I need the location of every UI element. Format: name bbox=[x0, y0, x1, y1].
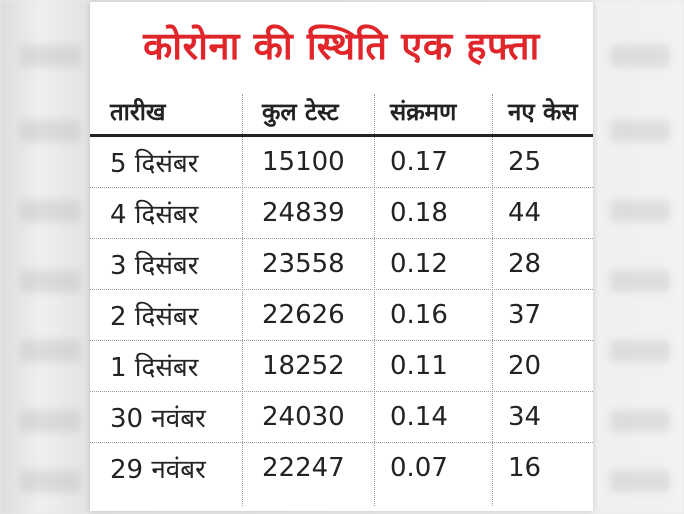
table-row: 1 दिसंबर 18252 0.11 20 bbox=[90, 341, 593, 392]
column-divider bbox=[374, 94, 375, 506]
date-cell: 2 दिसंबर bbox=[110, 302, 199, 332]
rate-cell: 0.16 bbox=[390, 300, 448, 330]
table-row: 4 दिसंबर 24839 0.18 44 bbox=[90, 188, 593, 239]
date-cell: 1 दिसंबर bbox=[110, 353, 199, 383]
tests-cell: 24030 bbox=[262, 402, 345, 432]
tests-cell: 24839 bbox=[262, 198, 345, 228]
table-row: 30 नवंबर 24030 0.14 34 bbox=[90, 392, 593, 443]
table-header-row: तारीख कुल टेस्ट संक्रमण नए केस bbox=[90, 88, 593, 137]
rate-cell: 0.11 bbox=[390, 351, 448, 381]
table-row: 29 नवंबर 22247 0.07 16 bbox=[90, 443, 593, 493]
date-cell: 29 नवंबर bbox=[110, 455, 206, 485]
header-new-cases: नए केस bbox=[508, 97, 578, 126]
rate-cell: 0.17 bbox=[390, 147, 448, 177]
date-cell: 3 दिसंबर bbox=[110, 251, 199, 281]
header-infection-rate: संक्रमण bbox=[390, 97, 457, 126]
tests-cell: 18252 bbox=[262, 351, 345, 381]
cases-cell: 25 bbox=[508, 147, 542, 177]
table-row: 5 दिसंबर 15100 0.17 25 bbox=[90, 137, 593, 188]
table-row: 3 दिसंबर 23558 0.12 28 bbox=[90, 239, 593, 290]
table-row: 2 दिसंबर 22626 0.16 37 bbox=[90, 290, 593, 341]
covid-table: तारीख कुल टेस्ट संक्रमण नए केस 5 दिसंबर … bbox=[90, 88, 593, 493]
date-cell: 30 नवंबर bbox=[110, 404, 206, 434]
cases-cell: 16 bbox=[508, 453, 542, 483]
date-cell: 4 दिसंबर bbox=[110, 200, 199, 230]
cases-cell: 37 bbox=[508, 300, 542, 330]
rate-cell: 0.12 bbox=[390, 249, 448, 279]
column-divider bbox=[242, 94, 243, 506]
card-title: कोरोना की स्थिति एक हफ्ता bbox=[143, 24, 540, 68]
cases-cell: 20 bbox=[508, 351, 542, 381]
cases-cell: 44 bbox=[508, 198, 542, 228]
tests-cell: 15100 bbox=[262, 147, 345, 177]
cases-cell: 28 bbox=[508, 249, 542, 279]
cases-cell: 34 bbox=[508, 402, 542, 432]
header-date: तारीख bbox=[110, 97, 166, 126]
rate-cell: 0.14 bbox=[390, 402, 448, 432]
rate-cell: 0.07 bbox=[390, 453, 448, 483]
data-card: कोरोना की स्थिति एक हफ्ता तारीख कुल टेस्… bbox=[90, 2, 593, 511]
column-divider bbox=[492, 94, 493, 506]
tests-cell: 22247 bbox=[262, 453, 345, 483]
header-total-tests: कुल टेस्ट bbox=[262, 97, 339, 126]
tests-cell: 23558 bbox=[262, 249, 345, 279]
date-cell: 5 दिसंबर bbox=[110, 149, 199, 179]
tests-cell: 22626 bbox=[262, 300, 345, 330]
rate-cell: 0.18 bbox=[390, 198, 448, 228]
